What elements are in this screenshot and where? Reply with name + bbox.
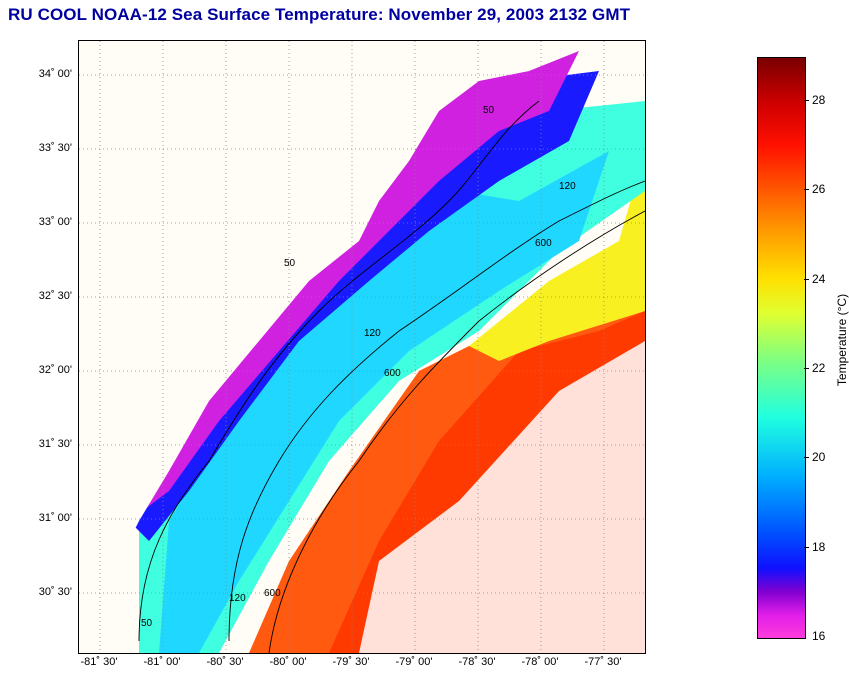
mid-shelf: [159, 151, 609, 653]
colorbar-tick: [804, 189, 809, 190]
isobaths: [138, 100, 645, 653]
isobath-label: 120: [229, 593, 246, 604]
coastal-coldest: [119, 51, 579, 521]
colorbar-label: 18: [812, 540, 826, 554]
land: [79, 41, 539, 641]
map-title: RU COOL NOAA-12 Sea Surface Temperature:…: [8, 5, 631, 24]
lon-label: -78˚ 00': [521, 656, 559, 668]
colorbar-label: 16: [812, 629, 826, 643]
colorbar-tick: [804, 547, 809, 548]
lon-label: -81˚ 30': [80, 656, 118, 668]
isobath-label: 600: [384, 368, 401, 379]
colorbar-tick: [804, 368, 809, 369]
lat-label: 31˚ 30': [38, 438, 72, 450]
isobath-label: 120: [559, 181, 576, 192]
lon-label: -78˚ 30': [458, 656, 496, 668]
colorbar-tick: [804, 457, 809, 458]
isobath-label: 50: [284, 258, 296, 269]
isobath-50: [138, 100, 540, 642]
yellow-band: [469, 151, 645, 361]
colorbar-title: Temperature (°C): [835, 293, 849, 387]
colorbar-tick: [804, 279, 809, 280]
lon-label: -80˚ 00': [269, 656, 307, 668]
lat-label: 32˚ 00': [38, 364, 72, 376]
lat-label: 32˚ 30': [38, 290, 72, 302]
nearshore-cold: [129, 71, 599, 541]
colorbar-label: 24: [812, 272, 826, 286]
isobath-600: [268, 210, 645, 653]
isobath-label: 50: [141, 618, 153, 629]
lon-label: -79˚ 00': [395, 656, 433, 668]
colorbar-tick: [804, 100, 809, 101]
isobath-label: 600: [264, 588, 281, 599]
isobath-label: 600: [535, 238, 552, 249]
colorbar-label: 22: [812, 361, 826, 375]
colorbar-label: 26: [812, 182, 826, 196]
isobath-label: 120: [364, 328, 381, 339]
lon-label: -77˚ 30': [584, 656, 622, 668]
lon-label: -81˚ 00': [143, 656, 181, 668]
lon-label: -80˚ 30': [206, 656, 244, 668]
colorbar-label: 28: [812, 93, 826, 107]
isobath-120: [228, 180, 645, 642]
sst-map[interactable]: 50 50 50 120 120 120 600 600 600: [78, 40, 646, 654]
isobath-label: 50: [483, 105, 495, 116]
colorbar-label: 20: [812, 450, 826, 464]
lon-label: -79˚ 30': [332, 656, 370, 668]
lat-label: 34˚ 00': [38, 68, 72, 80]
lat-label: 31˚ 00': [38, 512, 72, 524]
lat-label: 33˚ 30': [38, 142, 72, 154]
lat-label: 33˚ 00': [38, 216, 72, 228]
cloud-region: [359, 341, 645, 653]
temperature-colorbar: [757, 57, 806, 639]
lat-label: 30˚ 30': [38, 586, 72, 598]
sst-image: 50 50 50 120 120 120 600 600 600: [79, 41, 645, 653]
